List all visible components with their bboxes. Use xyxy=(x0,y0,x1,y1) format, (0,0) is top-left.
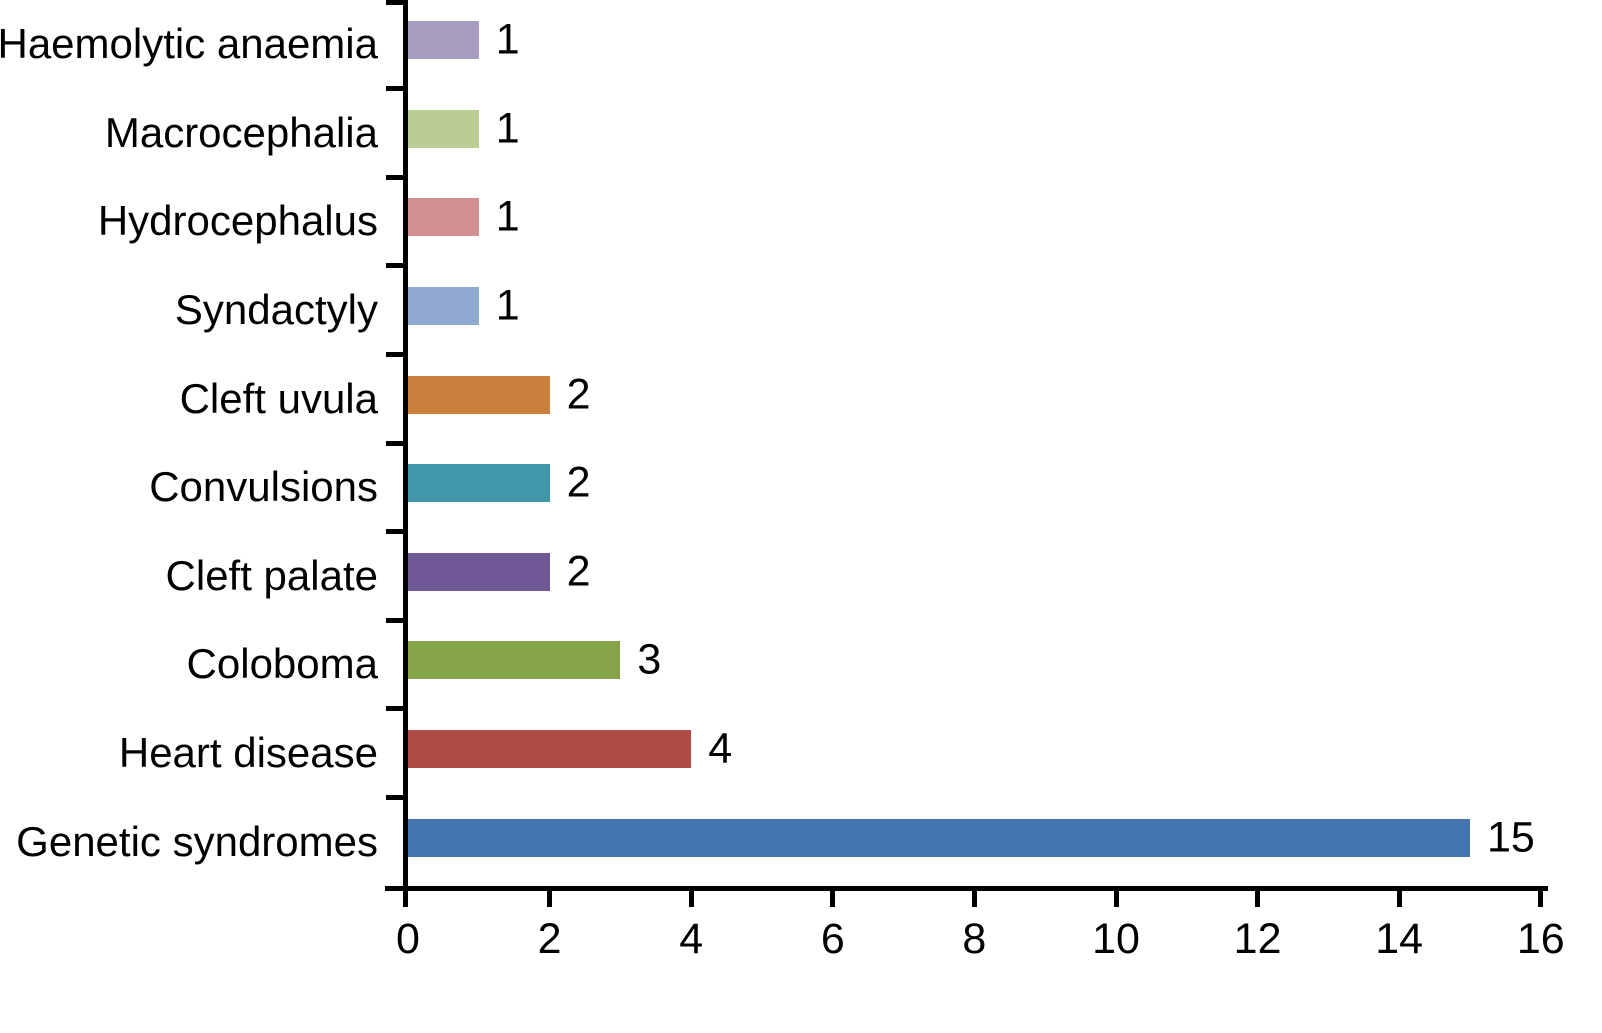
bar-row: Macrocephalia 1 xyxy=(0,89,1602,178)
bar xyxy=(408,287,479,326)
x-axis-tick xyxy=(403,891,408,907)
x-axis-tick xyxy=(1538,891,1544,907)
y-axis-tick xyxy=(386,86,403,92)
x-axis-tick xyxy=(547,891,553,907)
bar-row: Cleft palate 2 xyxy=(0,532,1602,621)
category-label: Cleft palate xyxy=(165,551,378,599)
value-label: 3 xyxy=(637,635,662,684)
value-label: 1 xyxy=(495,281,520,330)
bar xyxy=(408,375,550,414)
y-axis-tick xyxy=(386,794,403,800)
x-axis-tick-label: 6 xyxy=(820,915,845,963)
value-label: 1 xyxy=(495,104,520,153)
x-axis-line xyxy=(385,886,1548,891)
bar xyxy=(408,198,479,237)
x-axis-tick xyxy=(830,891,836,907)
bar-row: Cleft uvula 2 xyxy=(0,354,1602,443)
bar-row: Coloboma 3 xyxy=(0,620,1602,709)
value-label: 4 xyxy=(708,724,733,773)
category-label: Macrocephalia xyxy=(104,108,378,156)
x-axis-tick xyxy=(1255,891,1261,907)
bar xyxy=(408,552,550,591)
value-label: 15 xyxy=(1487,813,1535,862)
y-axis-tick xyxy=(386,706,403,712)
x-axis-tick xyxy=(1113,891,1119,907)
bar xyxy=(408,730,692,769)
bar xyxy=(408,109,479,148)
category-label: Coloboma xyxy=(186,640,378,688)
x-axis-tick xyxy=(1396,891,1402,907)
y-axis-line xyxy=(403,0,408,902)
x-axis-tick-label: 2 xyxy=(537,915,562,963)
bar-row: Haemolytic anaemia 1 xyxy=(0,0,1602,89)
y-axis-tick xyxy=(386,440,403,446)
category-label: Hydrocephalus xyxy=(97,197,378,245)
y-axis-tick xyxy=(386,174,403,180)
x-axis-tick xyxy=(971,891,977,907)
bar-row: Hydrocephalus 1 xyxy=(0,177,1602,266)
bar-row: Heart disease 4 xyxy=(0,709,1602,798)
x-axis-tick-label: 0 xyxy=(396,915,420,963)
x-axis-tick-label: 10 xyxy=(1092,915,1140,963)
y-axis-tick xyxy=(386,529,403,535)
bar xyxy=(408,641,621,680)
category-label: Heart disease xyxy=(118,729,378,777)
bar-row: Convulsions 2 xyxy=(0,443,1602,532)
y-axis-tick xyxy=(386,263,403,269)
value-label: 2 xyxy=(566,370,591,419)
bar-row: Syndactyly 1 xyxy=(0,266,1602,355)
y-axis-tick xyxy=(386,617,403,623)
bar xyxy=(408,818,1470,857)
y-axis-tick xyxy=(386,351,403,357)
category-label: Cleft uvula xyxy=(179,374,378,422)
value-label: 2 xyxy=(566,458,591,507)
value-label: 1 xyxy=(495,15,520,64)
category-label: Convulsions xyxy=(149,463,378,511)
category-label: Genetic syndromes xyxy=(16,817,378,865)
y-axis-tick xyxy=(386,0,403,5)
x-axis-tick-label: 14 xyxy=(1375,915,1424,963)
bar xyxy=(408,464,550,503)
x-axis-tick-label: 16 xyxy=(1516,915,1565,963)
value-label: 1 xyxy=(495,192,520,241)
bar-row: Genetic syndromes 15 xyxy=(0,797,1602,886)
x-axis-tick xyxy=(688,891,694,907)
category-label: Syndactyly xyxy=(174,286,378,334)
x-axis-tick-label: 12 xyxy=(1233,915,1282,963)
x-axis-tick-label: 8 xyxy=(962,915,987,963)
x-axis-tick-label: 4 xyxy=(679,915,704,963)
category-label: Haemolytic anaemia xyxy=(0,20,378,68)
bar xyxy=(408,21,479,60)
value-label: 2 xyxy=(566,547,591,596)
